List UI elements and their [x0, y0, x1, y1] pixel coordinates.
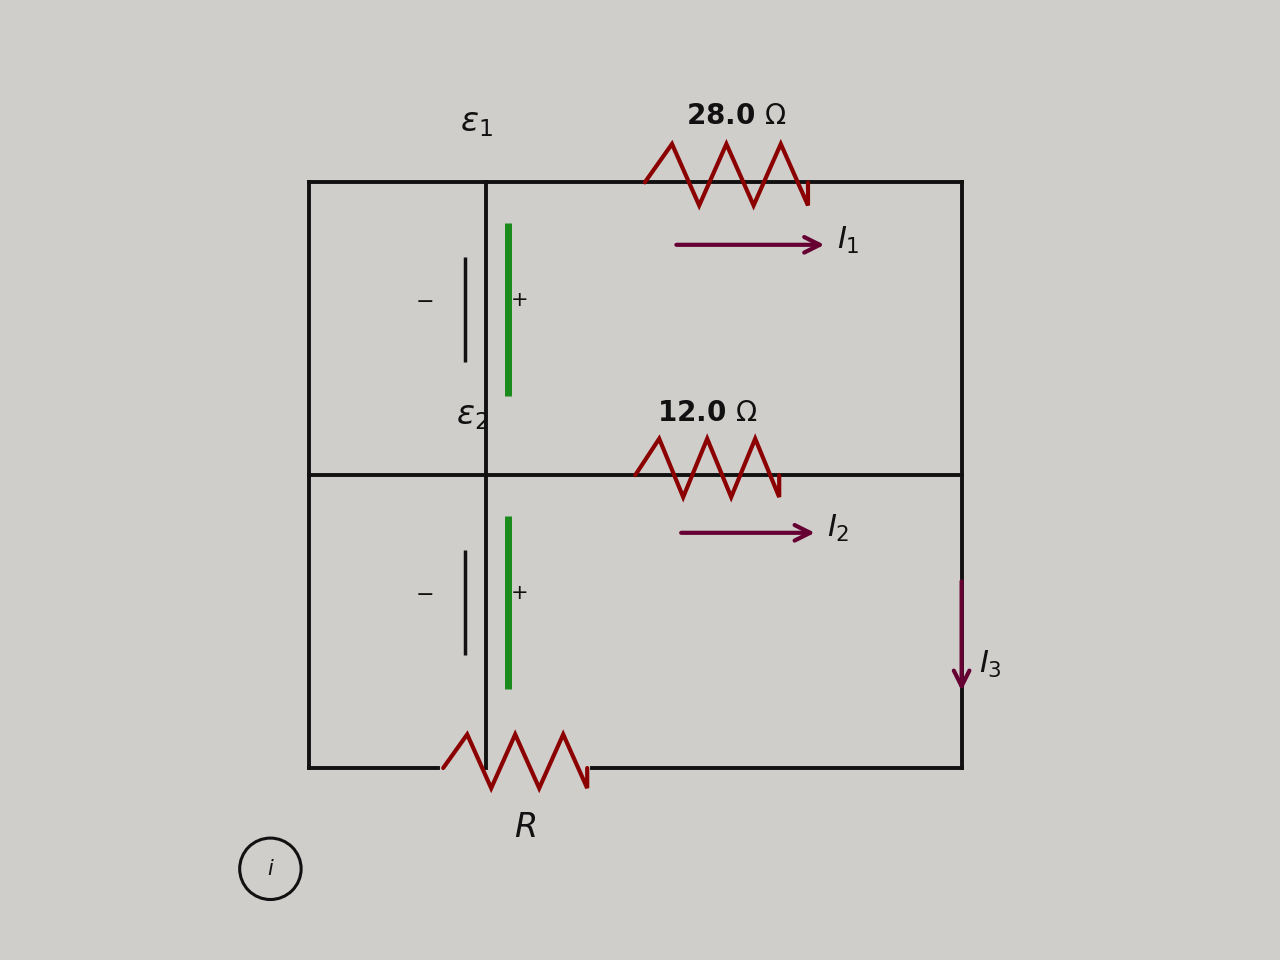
Text: $\varepsilon_2$: $\varepsilon_2$ [456, 399, 489, 432]
Text: $I_2$: $I_2$ [827, 513, 850, 543]
Text: 28.0 $\Omega$: 28.0 $\Omega$ [686, 102, 786, 130]
Text: $-$: $-$ [415, 583, 434, 603]
Text: $R$: $R$ [513, 811, 536, 844]
Text: $+$: $+$ [511, 290, 527, 310]
Text: $-$: $-$ [415, 290, 434, 310]
Text: $I_1$: $I_1$ [837, 225, 859, 255]
Text: 12.0 $\Omega$: 12.0 $\Omega$ [657, 399, 758, 427]
Text: $\varepsilon_1$: $\varepsilon_1$ [461, 107, 493, 139]
Text: i: i [268, 859, 273, 878]
Text: $I_3$: $I_3$ [979, 649, 1002, 681]
Text: $+$: $+$ [511, 583, 527, 603]
